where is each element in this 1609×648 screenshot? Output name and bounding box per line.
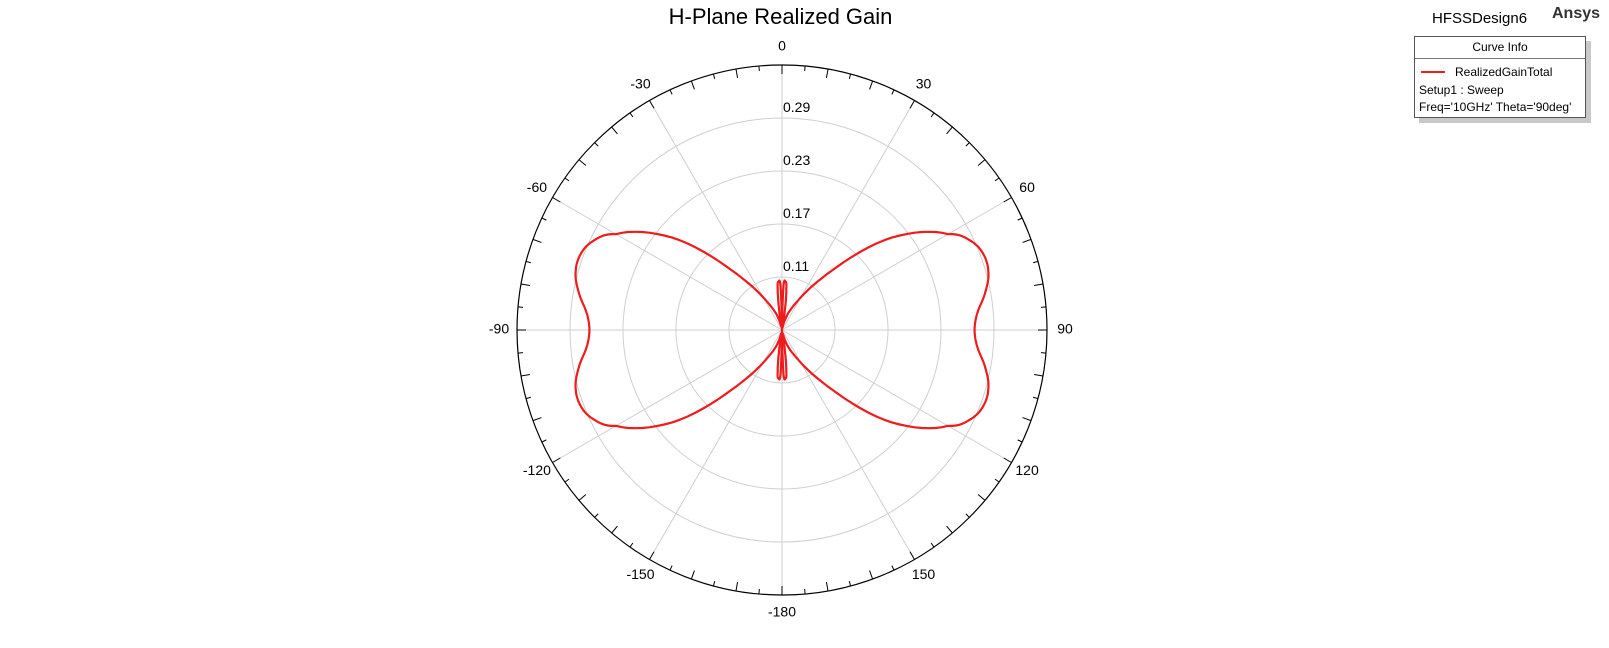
angle-tick-mark <box>1034 283 1044 287</box>
angle-tick-mark <box>994 177 1000 182</box>
angle-tick-label: -30 <box>630 76 650 92</box>
angle-grid-spoke <box>649 329 783 560</box>
angle-grid-spoke <box>781 100 915 331</box>
angle-tick-label: -90 <box>489 321 509 337</box>
angle-tick-label: 0 <box>778 38 786 54</box>
angle-tick-label: -60 <box>527 179 547 195</box>
angle-tick-mark <box>578 159 587 166</box>
angle-tick-mark <box>869 570 874 580</box>
angle-tick-mark <box>690 570 695 580</box>
angle-tick-mark <box>735 68 739 78</box>
angle-tick-mark <box>1033 396 1039 400</box>
legend-header: Curve Info <box>1415 37 1585 59</box>
angle-tick-mark <box>690 80 695 90</box>
legend[interactable]: Curve Info RealizedGainTotal Setup1 : Sw… <box>1414 36 1586 118</box>
chart-title-text: H-Plane Realized Gain <box>668 4 893 29</box>
angle-tick-mark <box>525 260 531 264</box>
angle-tick-mark <box>977 159 986 166</box>
angle-tick-mark <box>735 582 739 592</box>
angle-tick-label: 30 <box>916 76 932 92</box>
angle-tick-mark <box>930 112 935 118</box>
angle-tick-mark <box>965 513 970 518</box>
angle-tick-mark <box>965 142 970 147</box>
angle-tick-mark <box>629 112 634 118</box>
angle-tick-mark <box>541 439 547 443</box>
angle-tick-mark <box>825 582 829 592</box>
angle-tick-mark <box>712 581 716 587</box>
angle-tick-mark <box>1017 439 1023 443</box>
angle-tick-mark <box>669 565 673 571</box>
angle-tick-label: 90 <box>1057 321 1073 337</box>
angle-tick-mark <box>578 494 587 501</box>
angle-tick-mark <box>532 238 542 243</box>
angle-tick-mark <box>848 581 852 587</box>
angle-tick-mark <box>1034 373 1044 377</box>
angle-grid-spoke <box>552 197 783 331</box>
angle-tick-mark <box>564 177 570 182</box>
angle-tick-mark <box>891 89 895 95</box>
angle-grid-spoke <box>781 329 1012 463</box>
angle-tick-mark <box>525 396 531 400</box>
angle-tick-mark <box>946 525 953 534</box>
angle-tick-mark <box>669 89 673 95</box>
radial-tick-label: 0.17 <box>783 205 810 221</box>
angle-tick-mark <box>891 565 895 571</box>
angle-tick-mark <box>1003 457 1012 463</box>
radial-tick-label: 0.29 <box>783 99 810 115</box>
brand-logo: Ansys <box>1552 5 1601 22</box>
angle-tick-mark <box>520 373 530 377</box>
angle-tick-mark <box>552 197 561 203</box>
angle-tick-mark <box>1017 217 1023 221</box>
angle-tick-mark <box>946 126 953 135</box>
angle-tick-mark <box>994 478 1000 483</box>
angle-tick-mark <box>909 551 915 560</box>
angle-tick-label: -120 <box>523 462 551 478</box>
angle-tick-label: 60 <box>1019 179 1035 195</box>
angle-tick-label: -150 <box>626 566 654 582</box>
angle-tick-mark <box>649 551 655 560</box>
angle-grid-spoke <box>781 197 1012 331</box>
angle-tick-mark <box>1022 417 1032 422</box>
angle-grid-spoke <box>781 329 915 560</box>
angle-tick-mark <box>1003 197 1012 203</box>
angle-tick-label: -180 <box>768 604 796 620</box>
angle-grid-spoke <box>552 329 783 463</box>
angle-tick-mark <box>1022 238 1032 243</box>
angle-tick-mark <box>649 100 655 109</box>
angle-tick-mark <box>541 217 547 221</box>
angle-tick-mark <box>848 73 852 79</box>
angle-tick-label: 120 <box>1015 462 1039 478</box>
angle-tick-label: 150 <box>912 566 936 582</box>
angle-tick-mark <box>1033 260 1039 264</box>
radial-tick-label: 0.23 <box>783 152 810 168</box>
angle-tick-mark <box>825 68 829 78</box>
legend-series-swatch <box>1421 71 1445 73</box>
angle-tick-mark <box>611 126 618 135</box>
angle-tick-mark <box>594 142 599 147</box>
angle-tick-mark <box>977 494 986 501</box>
angle-tick-mark <box>564 478 570 483</box>
angle-tick-mark <box>532 417 542 422</box>
angle-tick-mark <box>909 100 915 109</box>
legend-params: Freq='10GHz' Theta='90deg' <box>1419 100 1572 114</box>
legend-series-label: RealizedGainTotal <box>1455 65 1553 79</box>
angle-tick-mark <box>611 525 618 534</box>
angle-tick-mark <box>594 513 599 518</box>
chart-title: H-Plane Realized Gain <box>0 4 1609 30</box>
legend-setup: Setup1 : Sweep <box>1419 83 1504 97</box>
series-curve-realizedgaintotal <box>574 230 990 430</box>
angle-tick-mark <box>869 80 874 90</box>
angle-tick-mark <box>552 457 561 463</box>
angle-grid-spoke <box>649 100 783 331</box>
angle-tick-mark <box>520 283 530 287</box>
angle-tick-mark <box>629 542 634 548</box>
design-name: HFSSDesign6 <box>1432 10 1528 27</box>
radial-tick-label: 0.11 <box>783 258 809 274</box>
angle-tick-mark <box>712 73 716 79</box>
angle-tick-mark <box>930 542 935 548</box>
